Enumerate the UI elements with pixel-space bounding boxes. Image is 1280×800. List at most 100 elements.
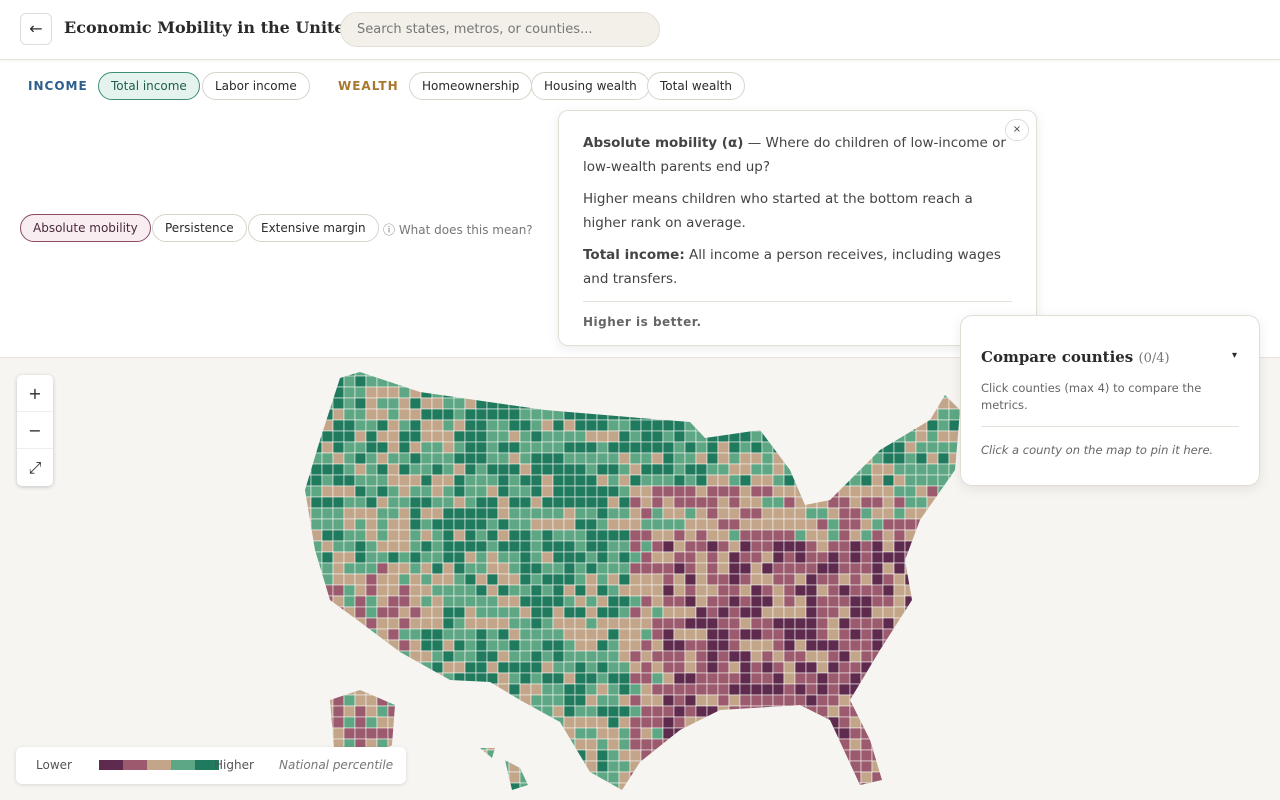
county[interactable] [629,639,642,652]
county[interactable] [497,694,510,707]
county[interactable] [794,441,807,454]
county[interactable] [838,738,851,751]
county[interactable] [695,485,708,498]
county[interactable] [640,529,653,542]
county[interactable] [816,540,829,553]
metric-pill[interactable]: Absolute mobility [20,214,151,242]
county[interactable] [420,683,433,696]
county[interactable] [772,562,785,575]
county[interactable] [651,452,664,465]
county[interactable] [420,573,433,586]
county[interactable] [442,661,455,674]
county[interactable] [332,452,345,465]
county[interactable] [409,595,422,608]
county[interactable] [915,419,928,432]
county[interactable] [519,452,532,465]
county[interactable] [915,595,928,608]
county[interactable] [915,650,928,663]
county[interactable] [310,441,323,454]
county[interactable] [739,771,752,784]
county[interactable] [629,727,642,740]
county[interactable] [508,507,521,520]
county[interactable] [629,551,642,564]
county[interactable] [530,595,543,608]
county[interactable] [497,705,510,718]
county[interactable] [431,595,444,608]
county[interactable] [706,650,719,663]
county[interactable] [552,683,565,696]
county[interactable] [651,661,664,674]
county[interactable] [541,485,554,498]
county[interactable] [926,485,939,498]
county[interactable] [376,518,389,531]
county[interactable] [717,529,730,542]
county[interactable] [926,650,939,663]
county[interactable] [871,595,884,608]
county[interactable] [376,606,389,619]
county[interactable] [926,738,939,751]
county[interactable] [486,738,499,751]
county[interactable] [794,518,807,531]
county[interactable] [541,705,554,718]
county[interactable] [365,408,378,421]
county[interactable] [772,496,785,509]
county[interactable] [618,771,631,784]
county[interactable] [530,463,543,476]
county[interactable] [332,694,345,707]
county[interactable] [849,540,862,553]
county[interactable] [354,397,367,410]
county[interactable] [464,771,477,784]
county[interactable] [772,661,785,674]
county[interactable] [607,463,620,476]
county[interactable] [508,749,521,762]
county[interactable] [321,551,334,564]
county[interactable] [354,628,367,641]
county[interactable] [321,782,334,794]
county[interactable] [497,683,510,696]
county[interactable] [739,485,752,498]
county[interactable] [574,430,587,443]
county[interactable] [772,474,785,487]
county[interactable] [618,386,631,399]
county[interactable] [739,738,752,751]
county[interactable] [300,683,312,696]
county[interactable] [508,760,521,773]
county[interactable] [343,617,356,630]
county[interactable] [860,529,873,542]
county[interactable] [332,562,345,575]
county[interactable] [673,518,686,531]
county[interactable] [904,606,917,619]
county[interactable] [409,694,422,707]
county[interactable] [948,441,960,454]
county[interactable] [882,683,895,696]
county[interactable] [607,727,620,740]
county[interactable] [695,628,708,641]
county[interactable] [706,408,719,421]
county[interactable] [750,540,763,553]
county[interactable] [695,639,708,652]
county[interactable] [640,606,653,619]
county[interactable] [849,452,862,465]
county[interactable] [740,794,751,800]
county[interactable] [728,672,741,685]
county[interactable] [497,365,510,377]
county[interactable] [464,386,477,399]
county[interactable] [574,419,587,432]
county[interactable] [926,375,939,388]
county[interactable] [948,661,960,674]
county[interactable] [959,760,971,773]
county[interactable] [552,595,565,608]
county[interactable] [915,551,928,564]
county[interactable] [838,650,851,663]
county[interactable] [464,562,477,575]
county[interactable] [772,760,785,773]
county[interactable] [706,716,719,729]
county[interactable] [475,650,488,663]
county[interactable] [541,782,554,794]
county[interactable] [629,771,642,784]
county[interactable] [585,375,598,388]
county[interactable] [871,463,884,476]
county[interactable] [816,507,829,520]
county[interactable] [508,474,521,487]
county[interactable] [332,408,345,421]
